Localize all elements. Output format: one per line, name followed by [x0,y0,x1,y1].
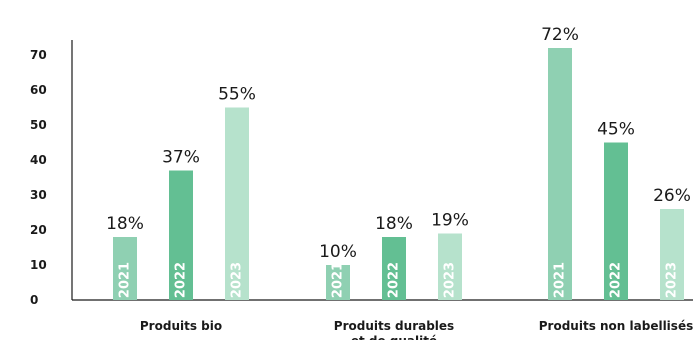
bar [225,107,249,300]
category-label: Produits bio [140,319,222,333]
data-label: 18% [375,214,413,234]
bar-year-label: 2022 [174,262,189,298]
y-tick-label: 60 [30,83,47,97]
y-tick-labels: 0 10 20 30 40 50 60 70 [30,48,47,307]
bar-year-label: 2023 [665,262,680,298]
data-label: 45% [597,120,635,140]
y-tick-label: 0 [30,293,38,307]
data-label: 72% [541,25,579,45]
bar-year-label: 2021 [331,262,346,298]
bar [382,237,406,300]
bars: 18%202137%202255%202310%202118%202219%20… [106,25,691,300]
y-tick-label: 10 [30,258,47,272]
category-label: Produits durableset de qualité [334,319,454,340]
bar-year-label: 2022 [387,262,402,298]
bar [660,209,684,300]
bar [548,48,572,300]
bar-year-label: 2023 [230,262,245,298]
y-tick-label: 50 [30,118,47,132]
category-labels: Produits bio Produits durableset de quali… [140,319,693,340]
data-label: 37% [162,148,200,168]
bar-year-label: 2021 [118,262,133,298]
y-tick-label: 20 [30,223,47,237]
y-tick-label: 30 [30,188,47,202]
data-label: 26% [653,186,691,206]
y-tick-label: 40 [30,153,47,167]
bar [438,233,462,300]
bar-year-label: 2021 [553,262,568,298]
y-tick-label: 70 [30,48,47,62]
bar [113,237,137,300]
bar [169,170,193,300]
bar [326,265,350,300]
bar-year-label: 2022 [609,262,624,298]
data-label: 19% [431,211,469,231]
category-label: Produits non labellisés [539,319,693,333]
bar [604,142,628,300]
bar-year-label: 2023 [443,262,458,298]
data-label: 10% [319,242,357,262]
data-label: 18% [106,214,144,234]
data-label: 55% [218,85,256,105]
